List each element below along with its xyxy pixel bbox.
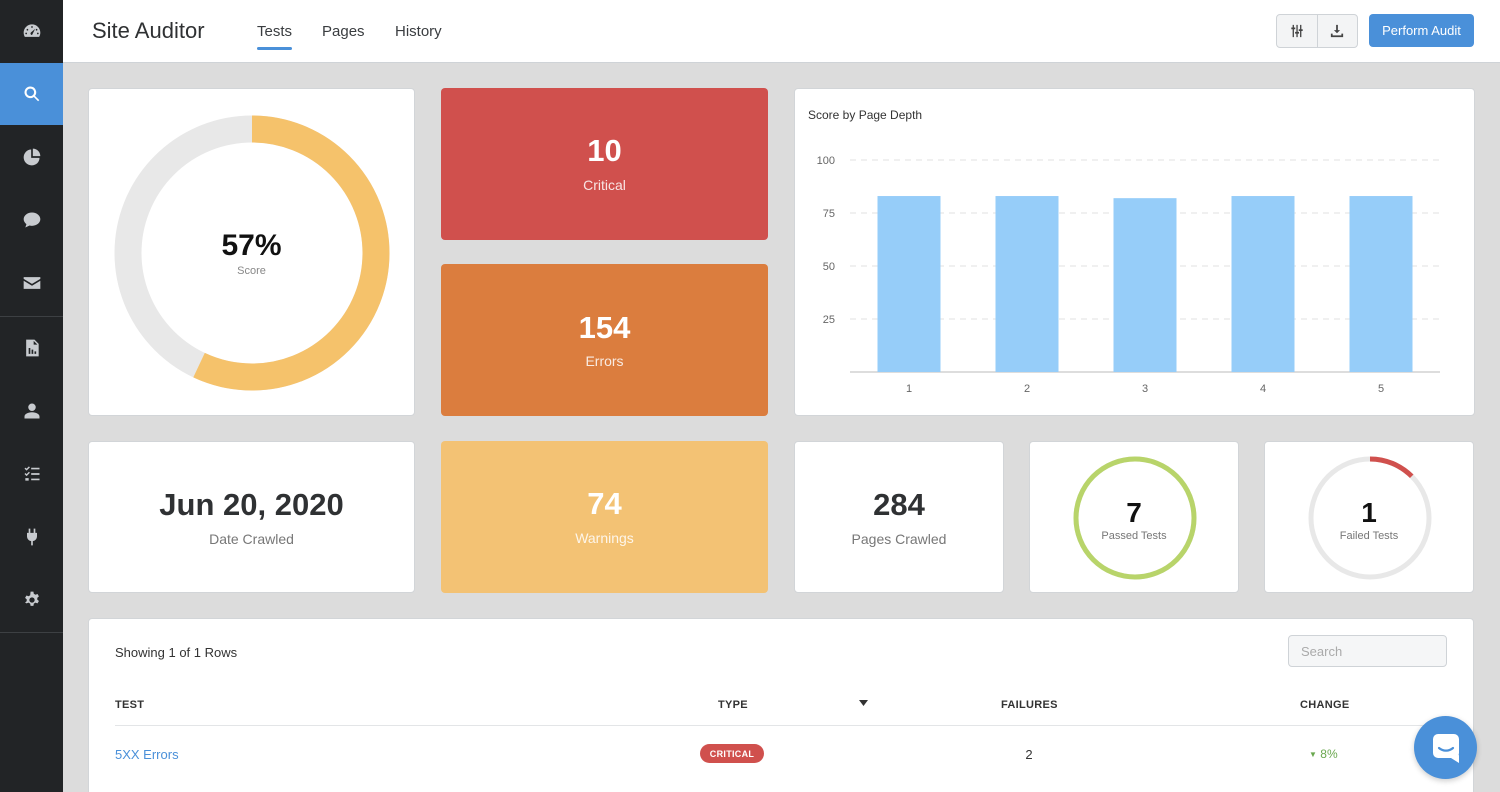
column-header-test[interactable]: TEST xyxy=(115,699,145,711)
tab-history[interactable]: History xyxy=(395,23,442,40)
failures-count: 2 xyxy=(1025,747,1033,762)
critical-label: Critical xyxy=(583,177,626,193)
bar xyxy=(877,196,941,372)
failed-tests-card: 1 Failed Tests xyxy=(1264,441,1474,593)
x-tick-label: 1 xyxy=(906,383,912,395)
y-tick-label: 100 xyxy=(817,155,835,167)
date-crawled-value: Jun 20, 2020 xyxy=(159,487,344,522)
change-value: ▼ 8% xyxy=(1309,747,1338,761)
sidebar-item-search[interactable] xyxy=(0,63,63,125)
search-icon xyxy=(24,86,39,102)
errors-card[interactable]: 154 Errors xyxy=(441,264,768,416)
perform-audit-button[interactable]: Perform Audit xyxy=(1369,14,1474,47)
critical-card[interactable]: 10 Critical xyxy=(441,88,768,240)
x-tick-label: 5 xyxy=(1378,383,1384,395)
bar xyxy=(995,196,1059,372)
date-crawled-label: Date Crawled xyxy=(209,531,294,547)
bar xyxy=(1113,198,1177,372)
x-tick-label: 2 xyxy=(1024,383,1030,395)
date-crawled-card: Jun 20, 2020 Date Crawled xyxy=(88,441,415,593)
column-header-change[interactable]: CHANGE xyxy=(1300,699,1350,711)
passed-tests-value: 7 xyxy=(1126,497,1142,528)
sidebar-item-tasks[interactable] xyxy=(0,443,63,505)
download-icon xyxy=(1331,24,1344,38)
warnings-value: 74 xyxy=(587,486,622,521)
chat-launcher-button[interactable] xyxy=(1414,716,1477,779)
sidebar-item-comments[interactable] xyxy=(0,189,63,251)
table-header-divider xyxy=(115,725,1447,726)
column-header-type[interactable]: TYPE xyxy=(718,699,748,711)
score-by-depth-card: Score by Page Depth 25 50 75 100 1 2 3 4 5 xyxy=(794,88,1475,416)
table-search-input[interactable] xyxy=(1288,635,1447,667)
failed-tests-value: 1 xyxy=(1361,497,1377,528)
tests-table-card: Showing 1 of 1 Rows TEST TYPE FAILURES C… xyxy=(88,618,1474,792)
filter-settings-button[interactable] xyxy=(1277,15,1317,47)
score-donut-chart xyxy=(114,115,390,391)
score-value: 57% xyxy=(221,229,282,262)
gauge-icon xyxy=(23,24,40,37)
critical-value: 10 xyxy=(587,133,622,168)
gear-icon xyxy=(24,591,39,606)
change-percent: 8% xyxy=(1320,747,1338,761)
sidebar-item-reports[interactable] xyxy=(0,126,63,188)
top-header: Site Auditor Tests Pages History Perform… xyxy=(63,0,1500,63)
failed-tests-arc xyxy=(1308,456,1432,580)
toolbar-button-group xyxy=(1276,14,1358,48)
score-card: 57% Score xyxy=(88,88,415,416)
sidebar-divider xyxy=(0,316,63,317)
chat-icon xyxy=(23,212,40,228)
plug-icon xyxy=(26,528,37,546)
passed-tests-arc xyxy=(1073,456,1197,580)
sidebar-item-integrations[interactable] xyxy=(0,506,63,568)
caret-down-icon: ▼ xyxy=(1309,750,1317,759)
column-header-failures[interactable]: FAILURES xyxy=(1001,699,1058,711)
checklist-icon xyxy=(24,466,39,481)
y-tick-label: 75 xyxy=(823,208,835,220)
pages-crawled-card: 284 Pages Crawled xyxy=(794,441,1004,593)
type-badge: CRITICAL xyxy=(700,744,764,763)
bar xyxy=(1231,196,1295,372)
passed-tests-label: Passed Tests xyxy=(1101,530,1167,542)
envelope-icon xyxy=(23,277,40,289)
sort-caret-down-icon[interactable] xyxy=(859,700,868,706)
page-title: Site Auditor xyxy=(92,18,205,43)
file-chart-icon xyxy=(25,339,39,357)
bar xyxy=(1349,196,1413,372)
x-tick-label: 4 xyxy=(1260,383,1266,395)
y-tick-label: 25 xyxy=(823,314,835,326)
download-button[interactable] xyxy=(1316,15,1358,47)
score-donut-arc xyxy=(114,115,390,391)
score-label: Score xyxy=(237,265,266,277)
sliders-icon xyxy=(1291,24,1303,38)
tab-pages[interactable]: Pages xyxy=(322,23,365,40)
failed-tests-ring xyxy=(1308,456,1432,580)
errors-label: Errors xyxy=(585,353,624,369)
tab-tests[interactable]: Tests xyxy=(257,23,293,50)
test-name-link[interactable]: 5XX Errors xyxy=(115,747,179,762)
sidebar xyxy=(0,0,63,792)
warnings-card[interactable]: 74 Warnings xyxy=(441,441,768,593)
y-tick-label: 50 xyxy=(823,261,835,273)
sidebar-item-settings[interactable] xyxy=(0,569,63,631)
x-tick-label: 3 xyxy=(1142,383,1148,395)
user-icon xyxy=(24,403,39,419)
pie-chart-icon xyxy=(23,148,40,166)
sidebar-item-mail[interactable] xyxy=(0,252,63,314)
sidebar-item-dashboard[interactable] xyxy=(0,0,63,62)
pages-crawled-value: 284 xyxy=(873,487,925,522)
chat-bubble-icon xyxy=(1432,733,1459,763)
failed-tests-label: Failed Tests xyxy=(1339,530,1399,542)
pages-crawled-label: Pages Crawled xyxy=(851,531,947,547)
rows-info: Showing 1 of 1 Rows xyxy=(115,645,238,660)
bar-chart: 25 50 75 100 1 2 3 4 5 xyxy=(817,155,1440,395)
warnings-label: Warnings xyxy=(575,530,634,546)
sidebar-item-users[interactable] xyxy=(0,380,63,442)
passed-tests-ring xyxy=(1073,456,1197,580)
sidebar-item-documents[interactable] xyxy=(0,317,63,379)
errors-value: 154 xyxy=(578,310,631,345)
chart-title: Score by Page Depth xyxy=(808,108,923,122)
passed-tests-card: 7 Passed Tests xyxy=(1029,441,1239,593)
sidebar-divider xyxy=(0,632,63,633)
